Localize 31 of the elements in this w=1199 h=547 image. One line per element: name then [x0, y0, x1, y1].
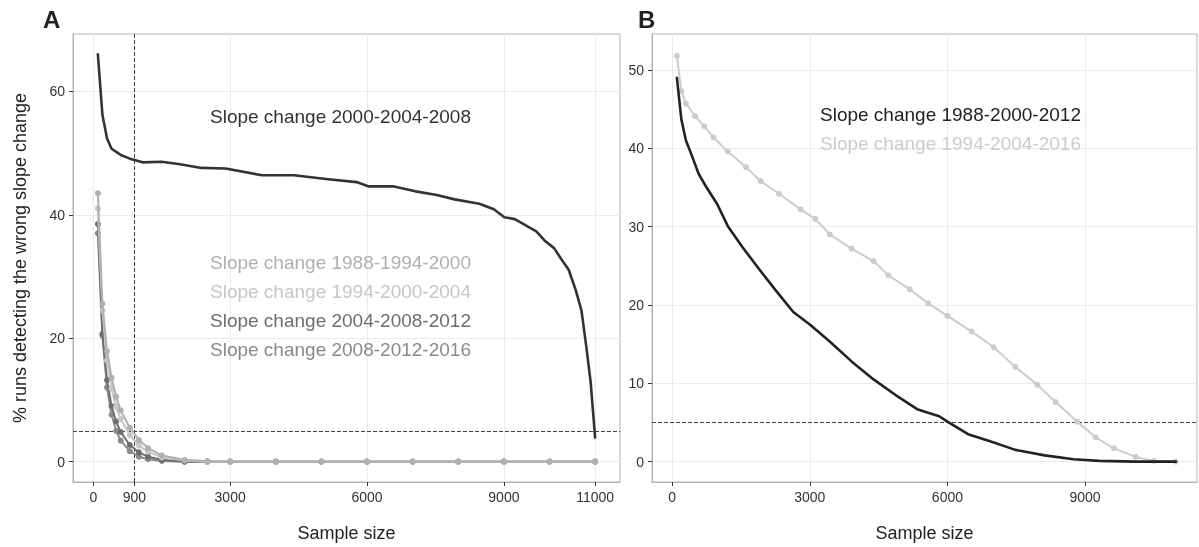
text: Slope change 1994-2000-2004: [210, 281, 472, 302]
x-axis-title: Sample size: [875, 523, 974, 543]
y-tick-label: 20: [628, 296, 645, 313]
x-tick-label: 900: [122, 489, 147, 505]
y-tick-label: 30: [628, 218, 645, 235]
text: Slope change 2004-2008-2012: [210, 310, 471, 331]
chart-title: A: [43, 5, 61, 33]
text: Slope change 2008-2012-2016: [210, 339, 471, 360]
text: Slope change 1988-1994-2000: [210, 252, 471, 273]
x-tick-label: 3000: [794, 489, 826, 505]
text: Slope change 2000-2004-2008: [210, 106, 471, 127]
x-tick-label: 0: [668, 489, 677, 505]
x-tick-label: 0: [89, 489, 98, 505]
x-tick-label: 6000: [351, 489, 383, 505]
x-tick-label: 9000: [1069, 489, 1101, 505]
y-tick-label: 0: [57, 453, 66, 470]
x-tick-label: 9000: [488, 489, 520, 505]
x-axis-title: Sample size: [297, 523, 396, 543]
x-tick-label: 3000: [214, 489, 246, 505]
y-tick-label: 20: [49, 330, 66, 347]
text: Slope change 1988-2000-2012: [820, 104, 1081, 125]
y-tick-label: 40: [628, 140, 645, 157]
x-tick-label: 11000: [576, 489, 615, 505]
y-tick-label: 60: [49, 83, 66, 100]
y-axis-title: % runs detecting the wrong slope change: [10, 92, 30, 424]
y-tick-label: 10: [628, 375, 645, 392]
x-tick-label: 6000: [931, 489, 964, 505]
y-tick-label: 0: [636, 453, 645, 470]
chart-title: B: [638, 5, 656, 33]
y-tick-label: 40: [49, 206, 66, 223]
y-tick-label: 50: [628, 62, 645, 79]
